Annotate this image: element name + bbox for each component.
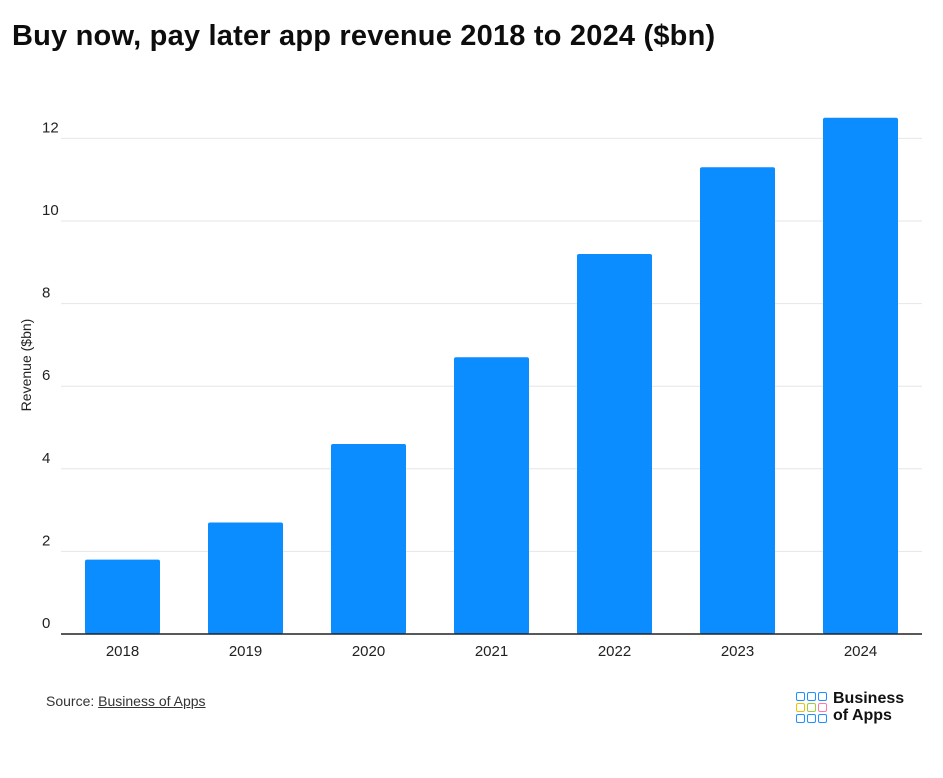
logo-square xyxy=(807,713,816,723)
bar-chart: 0 2 4 6 8 10 12 2018 2019 2020 2021 2022 2023 2024 R… xyxy=(18,117,922,660)
x-tick-label: 2022 xyxy=(598,643,631,660)
logo-square xyxy=(796,702,805,712)
bar-2019[interactable] xyxy=(208,522,283,634)
logo-grid-icon xyxy=(796,691,827,723)
y-tick-label: 10 xyxy=(42,202,59,219)
logo-line-1: Business xyxy=(833,690,905,707)
x-tick-labels: 2018 2019 2020 2021 2022 2023 2024 xyxy=(106,643,877,660)
logo-square xyxy=(807,691,816,701)
chart-title: Buy now, pay later app revenue 2018 to 2… xyxy=(12,20,716,52)
logo-line-2: of Apps xyxy=(833,707,892,724)
logo-square xyxy=(796,713,805,723)
y-tick-label: 0 xyxy=(42,615,50,632)
logo-text: Business of Apps xyxy=(833,690,904,724)
x-tick-label: 2018 xyxy=(106,643,139,660)
bar-2020[interactable] xyxy=(331,444,406,634)
x-tick-label: 2021 xyxy=(475,643,508,660)
bars xyxy=(85,117,898,635)
source-link[interactable]: Business of Apps xyxy=(98,693,206,709)
bar-2023[interactable] xyxy=(700,167,775,634)
y-tick-label: 6 xyxy=(42,367,50,384)
logo-square xyxy=(818,702,827,712)
x-tick-label: 2019 xyxy=(229,643,262,660)
source-note: Source: Business of Apps xyxy=(46,693,206,709)
source-prefix: Source: xyxy=(46,693,95,709)
y-tick-label: 12 xyxy=(42,119,59,136)
x-tick-label: 2023 xyxy=(721,643,754,660)
y-tick-labels: 0 2 4 6 8 10 12 xyxy=(42,119,59,632)
logo-square xyxy=(818,691,827,701)
bar-2018[interactable] xyxy=(85,559,160,634)
logo-square xyxy=(796,691,805,701)
logo-square xyxy=(807,702,816,712)
logo-square xyxy=(818,713,827,723)
x-tick-label: 2024 xyxy=(844,643,877,660)
bar-2024[interactable] xyxy=(823,117,898,634)
y-axis-label: Revenue ($bn) xyxy=(18,319,34,412)
bar-2021[interactable] xyxy=(454,357,529,634)
business-of-apps-logo: Business of Apps xyxy=(796,690,904,724)
y-tick-label: 8 xyxy=(42,285,50,302)
y-tick-label: 4 xyxy=(42,450,50,467)
y-tick-label: 2 xyxy=(42,532,50,549)
x-tick-label: 2020 xyxy=(352,643,385,660)
bar-2022[interactable] xyxy=(577,254,652,635)
